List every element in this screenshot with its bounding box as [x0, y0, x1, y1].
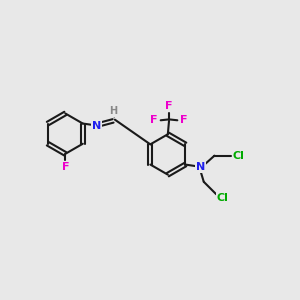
Text: F: F — [61, 162, 69, 172]
Text: H: H — [109, 106, 118, 116]
Text: Cl: Cl — [217, 193, 229, 203]
Text: N: N — [196, 162, 205, 172]
Text: F: F — [165, 101, 173, 111]
Text: F: F — [150, 115, 157, 125]
Text: Cl: Cl — [232, 151, 244, 160]
Text: N: N — [92, 121, 101, 130]
Text: F: F — [180, 115, 188, 125]
